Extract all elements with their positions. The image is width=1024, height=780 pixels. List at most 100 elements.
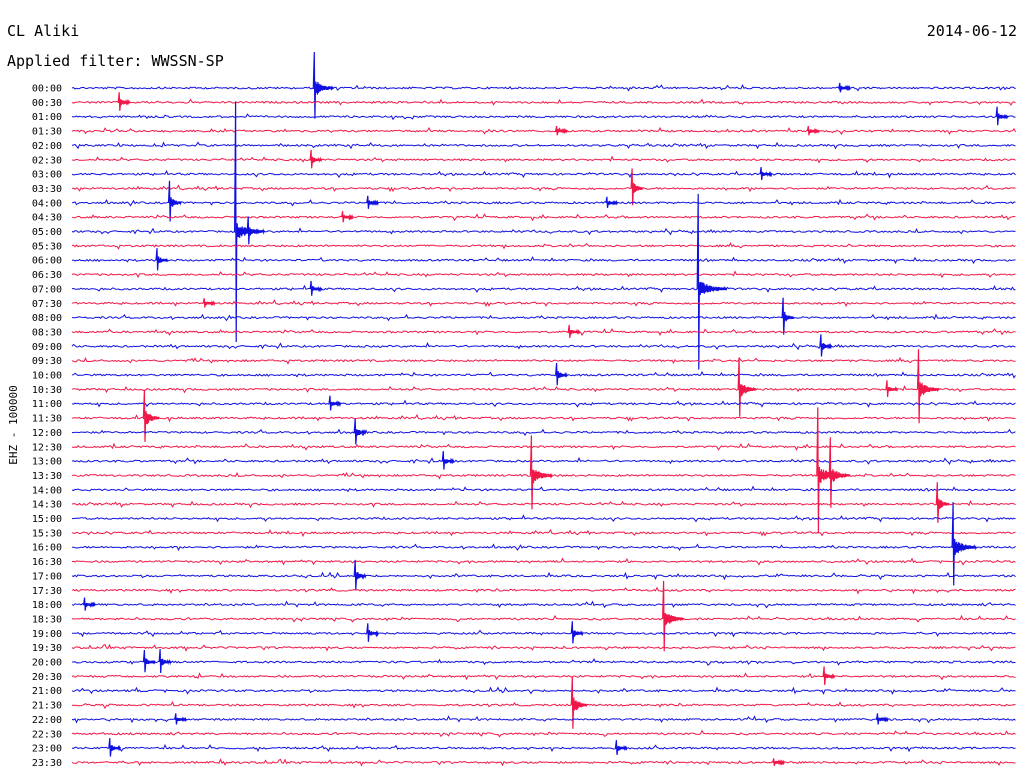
trace-row (71, 242, 1016, 250)
trace-row (72, 543, 1016, 552)
seismic-event (108, 738, 121, 757)
seismic-event (875, 713, 889, 725)
trace-row (71, 456, 1016, 466)
row-time-label: 05:00 (32, 227, 62, 238)
row-time-label: 01:00 (32, 112, 62, 123)
trace-row (72, 658, 1016, 666)
trace-row (71, 342, 1016, 351)
row-time-label: 22:30 (32, 729, 62, 740)
trace-row (71, 729, 1016, 738)
seismic-event (366, 195, 379, 209)
trace-row (71, 256, 1016, 265)
trace-row (71, 213, 1016, 222)
row-time-label: 04:30 (32, 213, 62, 224)
seismic-event (828, 437, 851, 508)
row-time-label: 05:30 (32, 241, 62, 252)
seismic-event (555, 125, 568, 136)
seismic-event (366, 623, 379, 642)
trace-row (71, 328, 1016, 337)
seismic-event (202, 298, 216, 308)
row-time-label: 06:30 (32, 270, 62, 281)
trace-row (71, 169, 1016, 179)
trace-row (71, 84, 1016, 92)
row-time-label: 12:00 (32, 428, 62, 439)
seismic-event (885, 380, 899, 398)
seismic-event (935, 482, 950, 523)
trace-row (71, 614, 1016, 623)
row-time-label: 20:30 (32, 672, 62, 683)
row-time-label: 10:30 (32, 385, 62, 396)
trace-row (71, 700, 1016, 710)
trace-row (71, 126, 1016, 136)
row-time-label: 18:00 (32, 600, 62, 611)
trace-row (71, 499, 1016, 509)
seismic-event (441, 451, 455, 470)
seismic-event (174, 713, 187, 725)
row-time-label: 20:00 (32, 658, 62, 669)
row-time-label: 00:30 (32, 98, 62, 109)
row-time-label: 15:00 (32, 514, 62, 525)
seismic-event (816, 407, 847, 534)
trace-row (71, 414, 1016, 423)
row-time-label: 22:00 (32, 715, 62, 726)
filter-label: Applied filter: WWSSN-SP (7, 52, 224, 70)
seismic-event (341, 211, 354, 223)
trace-row (71, 270, 1016, 279)
seismic-event (155, 248, 169, 271)
row-time-label: 21:30 (32, 701, 62, 712)
time-tick-labels: 00:00 00:30 01:00 01:30 02:00 02:30 03:00 03:30… (32, 84, 62, 769)
seismic-event (312, 51, 334, 119)
trace-row (71, 485, 1016, 493)
seismic-event (819, 334, 833, 357)
seismic-event (234, 101, 265, 343)
seismic-event (328, 395, 342, 411)
row-time-label: 17:30 (32, 586, 62, 597)
trace-row (71, 184, 1016, 193)
row-time-label: 14:00 (32, 485, 62, 496)
row-time-label: 04:00 (32, 198, 62, 209)
seismic-event (772, 758, 785, 766)
row-time-label: 15:30 (32, 528, 62, 539)
seismic-event (353, 418, 367, 445)
seismic-event (246, 216, 260, 245)
row-time-label: 16:30 (32, 557, 62, 568)
seismic-event (737, 357, 757, 417)
y-axis-label: EHZ - 100000 (7, 385, 20, 464)
trace-row (71, 643, 1016, 652)
seismic-event (614, 740, 628, 755)
trace-row (72, 629, 1016, 638)
trace-row (71, 284, 1016, 293)
seismic-event (309, 280, 323, 296)
row-time-label: 14:30 (32, 500, 62, 511)
seismic-event (117, 92, 131, 111)
seismic-event (158, 648, 172, 674)
row-time-label: 11:00 (32, 399, 62, 410)
row-time-label: 18:30 (32, 614, 62, 625)
row-time-label: 19:30 (32, 643, 62, 654)
trace-row (71, 198, 1016, 207)
row-time-label: 01:30 (32, 127, 62, 138)
trace-row (71, 743, 1016, 753)
row-time-label: 08:30 (32, 327, 62, 338)
trace-row (71, 442, 1016, 451)
seismic-event (529, 435, 553, 510)
row-time-label: 17:00 (32, 571, 62, 582)
seismic-event (142, 649, 156, 673)
trace-row (71, 557, 1016, 566)
trace-row (71, 672, 1016, 681)
seismic-event (759, 167, 773, 181)
row-time-label: 19:00 (32, 629, 62, 640)
trace-row (71, 370, 1016, 379)
seismic-traces (71, 51, 1016, 767)
trace-row (71, 113, 1016, 121)
seismic-event (806, 125, 820, 136)
seismic-event (567, 324, 581, 338)
row-time-label: 02:30 (32, 155, 62, 166)
station-title: CL Aliki (7, 22, 79, 40)
row-time-label: 21:00 (32, 686, 62, 697)
row-time-label: 12:30 (32, 442, 62, 453)
row-time-label: 13:00 (32, 457, 62, 468)
trace-row (71, 600, 1016, 609)
seismic-event (570, 676, 588, 729)
row-time-label: 16:00 (32, 543, 62, 554)
